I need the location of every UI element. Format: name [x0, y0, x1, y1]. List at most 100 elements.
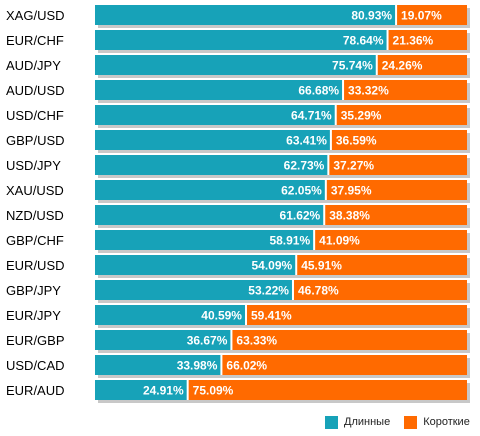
bar-short [328, 155, 467, 175]
value-label-long: 62.73% [284, 159, 325, 173]
category-label: EUR/AUD [6, 383, 65, 398]
value-label-short: 35.29% [341, 109, 382, 123]
bar-short [325, 180, 467, 200]
bar-long [95, 230, 315, 250]
bar-long [95, 180, 326, 200]
bar-long [95, 280, 293, 300]
value-label-short: 21.36% [393, 34, 434, 48]
bar-short [245, 305, 467, 325]
segment-divider [291, 280, 294, 300]
bar-long [95, 55, 377, 75]
value-label-short: 46.78% [298, 284, 339, 298]
bar-long [95, 205, 325, 225]
value-label-short: 19.07% [401, 9, 442, 23]
value-label-short: 66.02% [226, 359, 267, 373]
bar-long [95, 155, 329, 175]
value-label-short: 38.38% [329, 209, 370, 223]
legend-item-short: Короткие [404, 415, 470, 429]
category-label: USD/JPY [6, 158, 61, 173]
bar-short [376, 55, 467, 75]
category-label: XAU/USD [6, 183, 64, 198]
segment-divider [386, 30, 389, 50]
legend-swatch-short [404, 415, 418, 429]
category-label: GBP/CHF [6, 233, 64, 248]
value-label-long: 40.59% [201, 309, 242, 323]
bar-short [324, 205, 467, 225]
bar-long [95, 380, 188, 400]
value-label-long: 33.98% [177, 359, 218, 373]
category-label: USD/CHF [6, 108, 64, 123]
value-label-long: 75.74% [332, 59, 373, 73]
bar-short [335, 105, 467, 125]
bar-long [95, 330, 232, 350]
bar-short [296, 255, 467, 275]
value-label-long: 36.67% [187, 334, 228, 348]
value-label-long: 64.71% [291, 109, 332, 123]
chart-legend: Длинные Короткие [325, 414, 470, 430]
bar-long [95, 105, 336, 125]
segment-divider [395, 5, 398, 25]
category-label: AUD/JPY [6, 58, 61, 73]
bar-long [95, 355, 222, 375]
segment-divider [230, 330, 233, 350]
segment-divider [313, 230, 316, 250]
segment-divider [342, 80, 345, 100]
value-label-short: 37.27% [333, 159, 374, 173]
value-label-long: 62.05% [281, 184, 322, 198]
bar-short [314, 230, 467, 250]
bar-long [95, 130, 331, 150]
value-label-short: 75.09% [193, 384, 234, 398]
bar-short [343, 80, 467, 100]
legend-label-long: Длинные [344, 416, 391, 428]
segment-divider [324, 180, 327, 200]
segment-divider [329, 130, 332, 150]
segment-divider [375, 55, 378, 75]
value-label-short: 33.32% [348, 84, 389, 98]
bar-short [387, 30, 467, 50]
bar-short [292, 280, 467, 300]
category-label: EUR/CHF [6, 33, 64, 48]
segment-divider [295, 255, 298, 275]
segment-divider [334, 105, 337, 125]
bar-short [221, 355, 467, 375]
value-label-short: 45.91% [301, 259, 342, 273]
value-label-long: 66.68% [298, 84, 339, 98]
value-label-short: 63.33% [236, 334, 277, 348]
value-label-long: 54.09% [252, 259, 293, 273]
value-label-long: 61.62% [280, 209, 321, 223]
legend-item-long: Длинные [325, 415, 391, 429]
bar-long [95, 255, 297, 275]
value-label-long: 63.41% [286, 134, 327, 148]
value-label-short: 37.95% [331, 184, 372, 198]
value-label-short: 36.59% [336, 134, 377, 148]
bar-short [231, 330, 467, 350]
segment-divider [220, 355, 223, 375]
category-label: XAG/USD [6, 8, 65, 23]
legend-label-short: Короткие [423, 416, 470, 428]
value-label-short: 24.26% [382, 59, 423, 73]
value-label-long: 78.64% [343, 34, 384, 48]
value-label-long: 24.91% [143, 384, 184, 398]
bar-long [95, 80, 344, 100]
value-label-long: 53.22% [248, 284, 289, 298]
category-label: EUR/USD [6, 258, 65, 273]
category-label: AUD/USD [6, 83, 65, 98]
category-label: GBP/USD [6, 133, 65, 148]
segment-divider [327, 155, 330, 175]
category-label: EUR/GBP [6, 333, 65, 348]
legend-swatch-long [325, 415, 338, 429]
bar-long [95, 30, 388, 50]
category-label: EUR/JPY [6, 308, 61, 323]
segment-divider [244, 305, 247, 325]
bar-short [396, 5, 467, 25]
category-label: GBP/JPY [6, 283, 61, 298]
value-label-short: 59.41% [251, 309, 292, 323]
value-label-long: 80.93% [351, 9, 392, 23]
segment-divider [323, 205, 326, 225]
category-label: NZD/USD [6, 208, 64, 223]
value-label-long: 58.91% [269, 234, 310, 248]
bar-short [330, 130, 467, 150]
segment-divider [186, 380, 189, 400]
value-label-short: 41.09% [319, 234, 360, 248]
